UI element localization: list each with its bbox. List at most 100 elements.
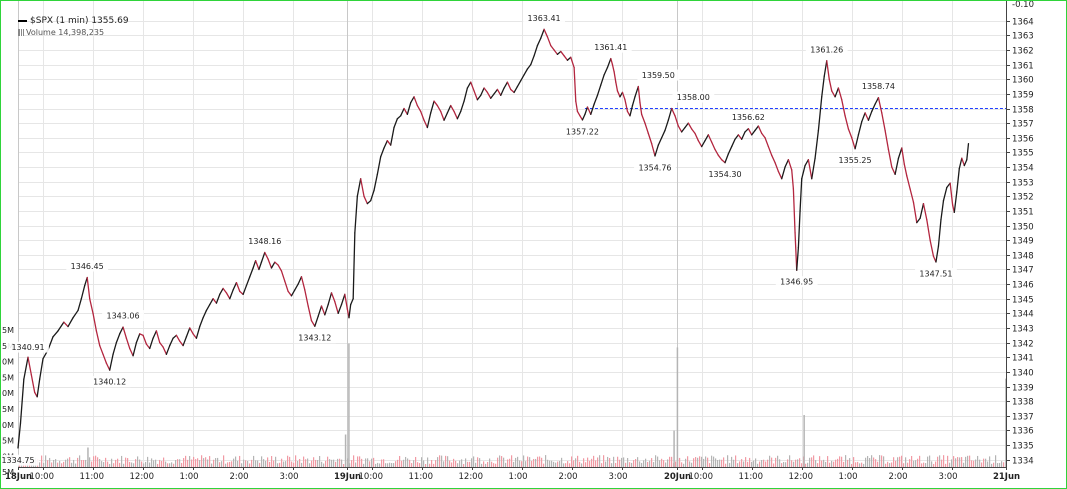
price-segment [837, 87, 843, 101]
volume-spike [1005, 378, 1007, 467]
volume-bar [489, 458, 491, 467]
volume-bar [745, 457, 747, 467]
volume-bar [811, 457, 813, 467]
annotation-label: 1346.95 [780, 278, 813, 287]
annotation-label: 1354.76 [638, 163, 671, 172]
price-segment [443, 112, 449, 121]
price-segment [258, 261, 263, 271]
volume-bar [189, 456, 191, 467]
volume-bar [919, 455, 921, 467]
price-segment [267, 258, 273, 269]
y-tick-label: 1354 [1012, 164, 1034, 174]
volume-bar [419, 463, 421, 467]
price-segment [546, 36, 552, 47]
volume-bar [331, 459, 333, 467]
volume-bar [391, 462, 393, 467]
price-segment [476, 94, 482, 101]
volume-bar [567, 461, 569, 467]
volume-bar [909, 459, 911, 467]
price-segment [363, 195, 368, 205]
price-segment [701, 140, 706, 148]
volume-bar [337, 458, 339, 467]
price-segment [483, 87, 489, 94]
price-segment [300, 276, 306, 291]
price-segment [861, 112, 866, 123]
x-tick-label: 12:00 [789, 472, 814, 482]
x-tick-label: 2:00 [889, 472, 908, 482]
volume-bar [479, 458, 481, 467]
volume-bar [891, 462, 893, 467]
volume-bar [681, 462, 683, 467]
y-tick-label: 1360 [1012, 76, 1034, 86]
price-segment [953, 191, 958, 214]
price-segment [884, 129, 890, 151]
volume-spike [673, 430, 675, 467]
volume-bar [857, 461, 859, 467]
volume-bar [485, 463, 487, 467]
price-segment [731, 138, 736, 148]
volume-bar [157, 463, 159, 467]
volume-bar [747, 461, 749, 467]
annotation-label: 1357.22 [566, 127, 599, 136]
volume-bar [67, 458, 69, 467]
volume-bar [607, 456, 609, 467]
price-segment [771, 154, 776, 164]
volume-bar [761, 460, 763, 467]
y-tick-label: 1359 [1012, 91, 1034, 101]
annotation-bg [634, 161, 676, 173]
price-segment [877, 97, 883, 114]
volume-bar [905, 457, 907, 467]
volume-bar [403, 459, 405, 467]
volume-bar [117, 458, 119, 467]
volume-bar [727, 455, 729, 467]
price-segment [881, 112, 886, 132]
volume-bar [405, 456, 407, 467]
price-segment [584, 106, 589, 116]
volume-bar [505, 462, 507, 467]
volume-bar [301, 462, 303, 467]
volume-bar [791, 460, 793, 467]
price-segment [89, 298, 94, 315]
price-segment [105, 362, 111, 371]
volume-bar [133, 463, 135, 467]
volume-bar [889, 463, 891, 467]
price-segment [175, 334, 181, 342]
volume-bar [387, 463, 389, 467]
price-segment [916, 217, 921, 224]
volume-bar [139, 459, 141, 467]
price-segment [637, 85, 641, 104]
price-segment [426, 112, 432, 129]
price-segment [500, 87, 505, 96]
price-segment [906, 175, 911, 190]
volume-bar [869, 457, 871, 467]
y-tick-label: 1356 [1012, 135, 1034, 145]
volume-bar [193, 456, 195, 467]
annotation-bg [672, 91, 715, 103]
price-segment [841, 99, 846, 117]
volume-bar [231, 461, 233, 467]
price-segment [677, 125, 683, 133]
x-tick-label: 12:00 [459, 472, 484, 482]
price-segment [867, 110, 873, 121]
annotation-bg [704, 168, 746, 180]
volume-bar [647, 461, 649, 467]
price-segment [39, 358, 44, 380]
volume-bar [203, 458, 205, 467]
price-segment [724, 153, 730, 164]
price-segment [774, 161, 780, 173]
volume-bar [145, 461, 147, 467]
volume-bar [357, 456, 359, 467]
price-segment [199, 317, 204, 328]
volume-bar [999, 462, 1001, 467]
price-segment [935, 245, 940, 263]
volume-bar [197, 458, 199, 467]
volume-bar [927, 456, 929, 467]
volume-bar [893, 457, 895, 467]
price-segment [903, 163, 908, 177]
price-segment [610, 57, 614, 66]
volume-bar [533, 458, 535, 467]
price-segment [307, 305, 313, 322]
price-segment [533, 44, 539, 57]
price-segment [897, 147, 903, 159]
price-segment [851, 137, 856, 150]
